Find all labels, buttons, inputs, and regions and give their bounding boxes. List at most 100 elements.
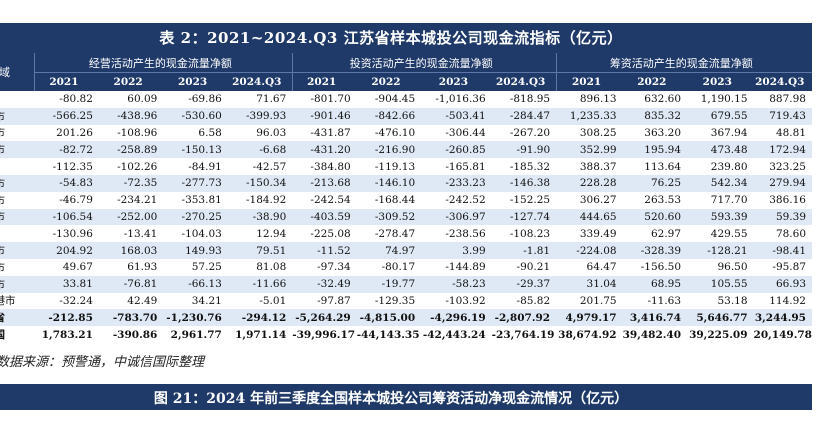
value-cell: 39,225.09: [687, 326, 754, 343]
value-cell: 473.48: [687, 141, 754, 159]
value-cell: -119.13: [356, 158, 422, 175]
value-cell: 593.39: [687, 208, 754, 226]
value-cell: 74.97: [356, 242, 422, 259]
value-cell: -32.49: [292, 275, 357, 293]
value-cell: -530.60: [163, 107, 228, 125]
region-cell: 州市: [0, 191, 35, 209]
value-cell: 34.21: [163, 292, 228, 310]
value-cell: 78.60: [753, 225, 812, 243]
value-cell: -72.35: [98, 174, 164, 192]
value-cell: -267.20: [491, 124, 557, 142]
value-cell: 3,244.95: [753, 309, 812, 327]
value-cell: -328.39: [622, 242, 688, 259]
value-cell: -146.38: [491, 174, 557, 192]
region-cell: 全国: [0, 326, 35, 343]
year-header: 2023: [421, 72, 492, 91]
value-cell: -112.35: [34, 158, 99, 175]
value-cell: 39,482.40: [622, 326, 688, 343]
value-cell: -224.08: [556, 242, 623, 259]
value-cell: -1,016.36: [421, 91, 492, 108]
value-cell: -46.79: [34, 191, 99, 209]
value-cell: -399.93: [227, 107, 293, 125]
year-header: 2023: [163, 72, 228, 91]
year-header: 2022: [622, 72, 688, 91]
value-cell: 59.39: [753, 208, 812, 226]
value-cell: 239.80: [687, 158, 754, 175]
table-row: 市-80.8260.09-69.8671.67-801.70-904.45-1,…: [0, 91, 812, 108]
value-cell: -904.45: [356, 91, 422, 108]
value-cell: -270.25: [163, 208, 228, 226]
total-row: 全国1,783.21-390.862,961.771,971.14-39,996…: [0, 326, 812, 343]
value-cell: 96.50: [687, 258, 754, 276]
table-row: 市-112.35-102.26-84.91-42.57-384.80-119.1…: [0, 158, 812, 175]
value-cell: -127.74: [491, 208, 557, 226]
value-cell: -128.21: [687, 242, 754, 259]
value-cell: -353.81: [163, 191, 228, 209]
value-cell: 5,646.77: [687, 309, 754, 327]
operating-cashflow-header: 经营活动产生的现金流量净额: [33, 53, 293, 73]
value-cell: -242.52: [421, 191, 492, 209]
table-row: 安市49.6761.9357.2581.08-97.34-80.17-144.8…: [0, 258, 812, 276]
value-cell: -258.89: [98, 141, 164, 159]
value-cell: 68.95: [622, 275, 688, 293]
value-cell: -13.41: [98, 225, 164, 243]
value-cell: -23,764.19: [491, 326, 557, 343]
region-cell: 通市: [0, 141, 35, 159]
region-cell: 州市: [0, 242, 35, 259]
value-cell: -69.86: [163, 91, 228, 108]
cashflow-table-panel: 表 2：2021~2024.Q3 江苏省样本城投公司现金流指标（亿元） 区域 经…: [0, 23, 812, 410]
value-cell: -42.57: [227, 158, 293, 175]
value-cell: -54.83: [34, 174, 99, 192]
value-cell: -5,264.29: [292, 309, 357, 327]
value-cell: 204.92: [34, 242, 99, 259]
value-cell: 71.67: [227, 91, 293, 108]
table-body: 市 -80.8260.09-69.8671.67-801.70-904.45-1,…: [0, 91, 812, 343]
value-cell: 542.34: [687, 174, 754, 192]
value-cell: -277.73: [163, 174, 228, 192]
value-cell: 887.98: [753, 91, 812, 108]
total-row: 苏省-212.85-783.70-1,230.76-294.12-5,264.2…: [0, 309, 812, 327]
table-row: 州市-46.79-234.21-353.81-184.92-242.54-168…: [0, 191, 812, 209]
value-cell: 201.26: [34, 124, 99, 142]
region-cell: 市: [0, 225, 35, 243]
region-cell: 苏省: [0, 309, 35, 327]
value-cell: -842.66: [356, 107, 422, 125]
value-cell: -233.23: [421, 174, 492, 192]
value-cell: -225.08: [292, 225, 357, 243]
value-cell: 339.49: [556, 225, 623, 243]
value-cell: -19.77: [356, 275, 422, 293]
financing-cashflow-header: 筹资活动产生的现金流量净额: [555, 53, 812, 73]
value-cell: 60.09: [98, 91, 164, 108]
value-cell: -108.23: [491, 225, 557, 243]
year-header: 2024.Q3: [491, 72, 557, 91]
value-cell: -801.70: [292, 91, 357, 108]
value-cell: -103.92: [421, 292, 492, 310]
value-cell: -144.89: [421, 258, 492, 276]
table-header: 区域 经营活动产生的现金流量净额 投资活动产生的现金流量净额 筹资活动产生的现金…: [0, 53, 812, 91]
region-cell: 锡市: [0, 124, 35, 142]
value-cell: -91.90: [491, 141, 557, 159]
value-cell: -2,807.92: [491, 309, 557, 327]
value-cell: 717.70: [687, 191, 754, 209]
value-cell: -104.03: [163, 225, 228, 243]
value-cell: 62.97: [622, 225, 688, 243]
value-cell: -80.82: [34, 91, 99, 108]
value-cell: -284.47: [491, 107, 557, 125]
value-cell: 61.93: [98, 258, 164, 276]
year-header: 2022: [98, 72, 164, 91]
value-cell: 3.99: [421, 242, 492, 259]
value-cell: 105.55: [687, 275, 754, 293]
value-cell: -431.87: [292, 124, 357, 142]
region-header: 区域: [0, 53, 35, 91]
value-cell: -58.23: [421, 275, 492, 293]
region-cell: 市: [0, 158, 35, 175]
value-cell: -306.44: [421, 124, 492, 142]
value-cell: -431.20: [292, 141, 357, 159]
value-cell: -152.25: [491, 191, 557, 209]
value-cell: 48.81: [753, 124, 812, 142]
cashflow-table: 区域 经营活动产生的现金流量净额 投资活动产生的现金流量净额 筹资活动产生的现金…: [0, 53, 812, 343]
value-cell: -294.12: [227, 309, 293, 327]
value-cell: -242.54: [292, 191, 357, 209]
value-cell: -234.21: [98, 191, 164, 209]
value-cell: 363.20: [622, 124, 688, 142]
